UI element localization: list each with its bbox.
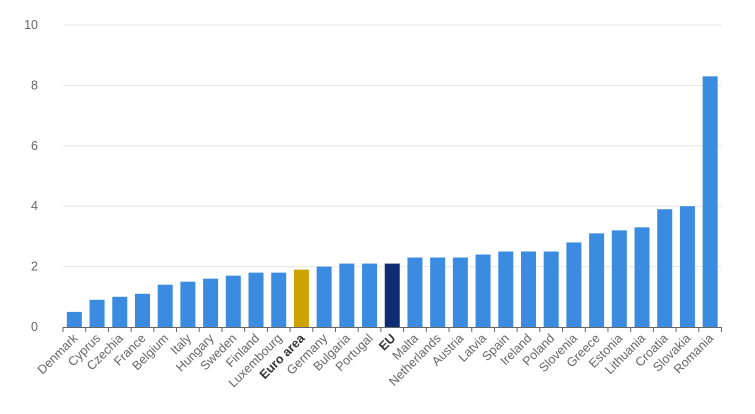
- bar: [520, 251, 536, 327]
- bar: [543, 251, 559, 327]
- bar: [407, 257, 423, 327]
- y-tick-label: 0: [31, 320, 38, 334]
- bar: [679, 206, 695, 327]
- y-tick-label: 6: [31, 139, 38, 153]
- bar: [248, 272, 264, 327]
- bar: [225, 275, 241, 327]
- bar: [112, 296, 128, 327]
- bar: [498, 251, 514, 327]
- bar: [634, 227, 650, 327]
- bar: [362, 263, 378, 327]
- y-tick-label: 2: [31, 260, 38, 274]
- bar: [271, 272, 287, 327]
- bar: [157, 284, 173, 327]
- y-tick-label: 4: [31, 199, 38, 213]
- bar: [452, 257, 468, 327]
- bar: [89, 299, 105, 327]
- y-tick-label: 10: [24, 18, 38, 32]
- bar: [293, 269, 309, 327]
- bar: [203, 278, 219, 327]
- bar: [134, 293, 150, 327]
- y-tick-label: 8: [31, 78, 38, 92]
- bar: [180, 281, 196, 327]
- bar: [702, 76, 718, 327]
- bar: [384, 263, 400, 327]
- bar: [66, 311, 82, 327]
- bar: [657, 209, 673, 327]
- bar: [475, 254, 491, 327]
- bar: [316, 266, 332, 327]
- bar: [566, 242, 582, 327]
- bar: [611, 230, 627, 327]
- bar: [589, 233, 605, 327]
- bar: [430, 257, 446, 327]
- bar: [339, 263, 355, 327]
